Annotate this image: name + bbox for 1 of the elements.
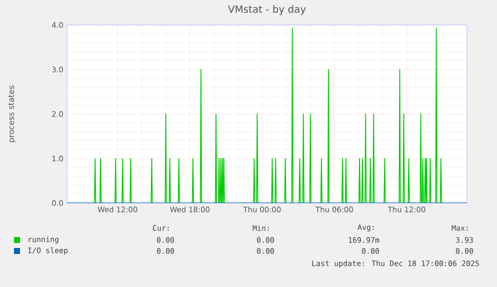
chart-title: VMstat - by day [228, 5, 306, 15]
